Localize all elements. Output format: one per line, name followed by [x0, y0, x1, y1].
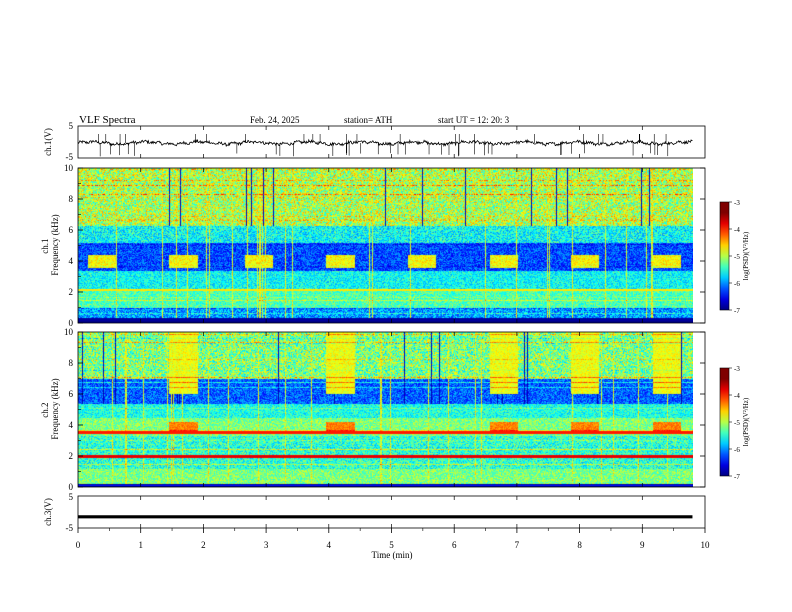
ch2-colorbar: -3 -4 -5 -6 -7 log(PSD)(V²/Hz) [719, 365, 750, 481]
panel-minute-ticks [140, 126, 643, 528]
ch2-spectrogram-image [78, 332, 693, 487]
ch2-spectrogram-panel: 0 2 4 6 8 10 ch.2 Frequency (kHz) -3 -4 -5 -6 -7 l… [40, 327, 750, 492]
ch1-ytick-label: 0 [69, 318, 74, 328]
ch1-colorbar-bar [719, 201, 730, 311]
ch1-colorbar-label: log(PSD)(V²/Hz) [742, 231, 750, 280]
ch1-spike-group [98, 134, 669, 157]
ch2-colorbar-tick-label: -5 [734, 419, 740, 427]
ch2-colorbar-tick-label: -4 [734, 392, 740, 400]
ch1-ytick-bottom: -5 [66, 152, 74, 162]
ch1-spectrogram-ylabel-ch: ch.1 Frequency (kHz) [40, 214, 60, 275]
ch2-colorbar-tick-label: -3 [734, 365, 740, 373]
time-axis-tick-label: 10 [701, 540, 711, 550]
ch1-spectrogram-yticks: 0 2 4 6 8 10 [64, 163, 705, 328]
ch1-waveform-frame [77, 125, 706, 159]
ch2-ytick-label: 2 [69, 451, 74, 461]
ch1-ytick-label: 8 [69, 194, 74, 204]
ch2-ytick-label: 0 [69, 482, 74, 492]
ch1-colorbar-tick-label: -7 [734, 307, 740, 315]
ch2-spectrogram-yticks: 0 2 4 6 8 10 [64, 327, 705, 492]
ch1-spectrogram-image [78, 168, 693, 323]
ch2-colorbar-tick-label: -7 [734, 473, 740, 481]
ch1-waveform-ylabel: ch.1(V) [43, 128, 53, 156]
ch2-ytick-label: 8 [69, 358, 74, 368]
ch1-ytick-top: 5 [69, 121, 74, 131]
ch2-colorbar-bar [719, 367, 730, 477]
ch3-waveform-ylabel: ch.3(V) [43, 498, 53, 526]
ch2-ytick-label: 4 [69, 420, 74, 430]
figure-title: VLF Spectra [79, 114, 136, 126]
time-axis-tick-label: 1 [138, 540, 143, 550]
ch3-ytick-bottom: -5 [66, 523, 74, 533]
ch1-colorbar-tick-label: -5 [734, 253, 740, 261]
ch3-waveform-frame [77, 495, 706, 529]
station-label: station= ATH [344, 115, 393, 125]
ch2-spectrogram-ylabel: ch.2 Frequency (kHz) [40, 378, 60, 439]
ch1-ytick-label: 2 [69, 287, 74, 297]
time-axis-label: Time (min) [372, 550, 413, 560]
time-axis-tick-label: 9 [640, 540, 645, 550]
ch1-colorbar-tick-label: -6 [734, 280, 740, 288]
ch1-waveform-trace [77, 138, 693, 148]
ch1-ytick-label: 4 [69, 256, 74, 266]
ch2-ytick-label: 6 [69, 389, 74, 399]
time-axis-tick-label: 3 [264, 540, 269, 550]
time-axis-ticks: 0 1 2 3 4 5 6 7 8 9 10 [76, 528, 710, 550]
time-axis-tick-label: 6 [452, 540, 457, 550]
ch1-spectrogram-panel: 0 2 4 6 8 10 ch.1 Frequency (kHz) -3 -4 -5 -6 -7 l… [40, 163, 750, 328]
ch1-colorbar: -3 -4 -5 -6 -7 log(PSD)(V²/Hz) [719, 199, 750, 315]
ch1-ylabel-line2: Frequency (kHz) [50, 214, 60, 275]
ch2-ylabel-line2: Frequency (kHz) [50, 378, 60, 439]
ch3-ytick-top: 5 [69, 492, 74, 502]
time-axis-tick-label: 8 [577, 540, 582, 550]
ch1-ytick-label: 6 [69, 225, 74, 235]
ch2-ylabel-line1: ch.2 [40, 403, 50, 418]
time-axis-tick-label: 4 [327, 540, 332, 550]
ch2-colorbar-tick-label: -6 [734, 446, 740, 454]
ch1-ylabel-line1: ch.1 [40, 239, 50, 254]
ch2-colorbar-label: log(PSD)(V²/Hz) [742, 397, 750, 446]
ch1-colorbar-tick-label: -3 [734, 199, 740, 207]
date-label: Feb. 24, 2025 [250, 115, 300, 125]
time-axis-tick-label: 2 [201, 540, 206, 550]
ch1-ytick-label: 10 [64, 163, 74, 173]
time-axis-tick-label: 0 [76, 540, 81, 550]
start-ut-label: start UT = 12: 20: 3 [438, 115, 510, 125]
ch2-ytick-label: 10 [64, 327, 74, 337]
ch3-waveform-panel: 5 -5 ch.3(V) 0 1 2 3 4 5 6 7 8 9 10 Time (min) [43, 492, 710, 560]
ch1-waveform-panel: 5 -5 ch.1(V) [43, 121, 706, 162]
time-axis-tick-label: 7 [515, 540, 520, 550]
time-axis-tick-label: 5 [389, 540, 394, 550]
ch1-colorbar-tick-label: -4 [734, 226, 740, 234]
